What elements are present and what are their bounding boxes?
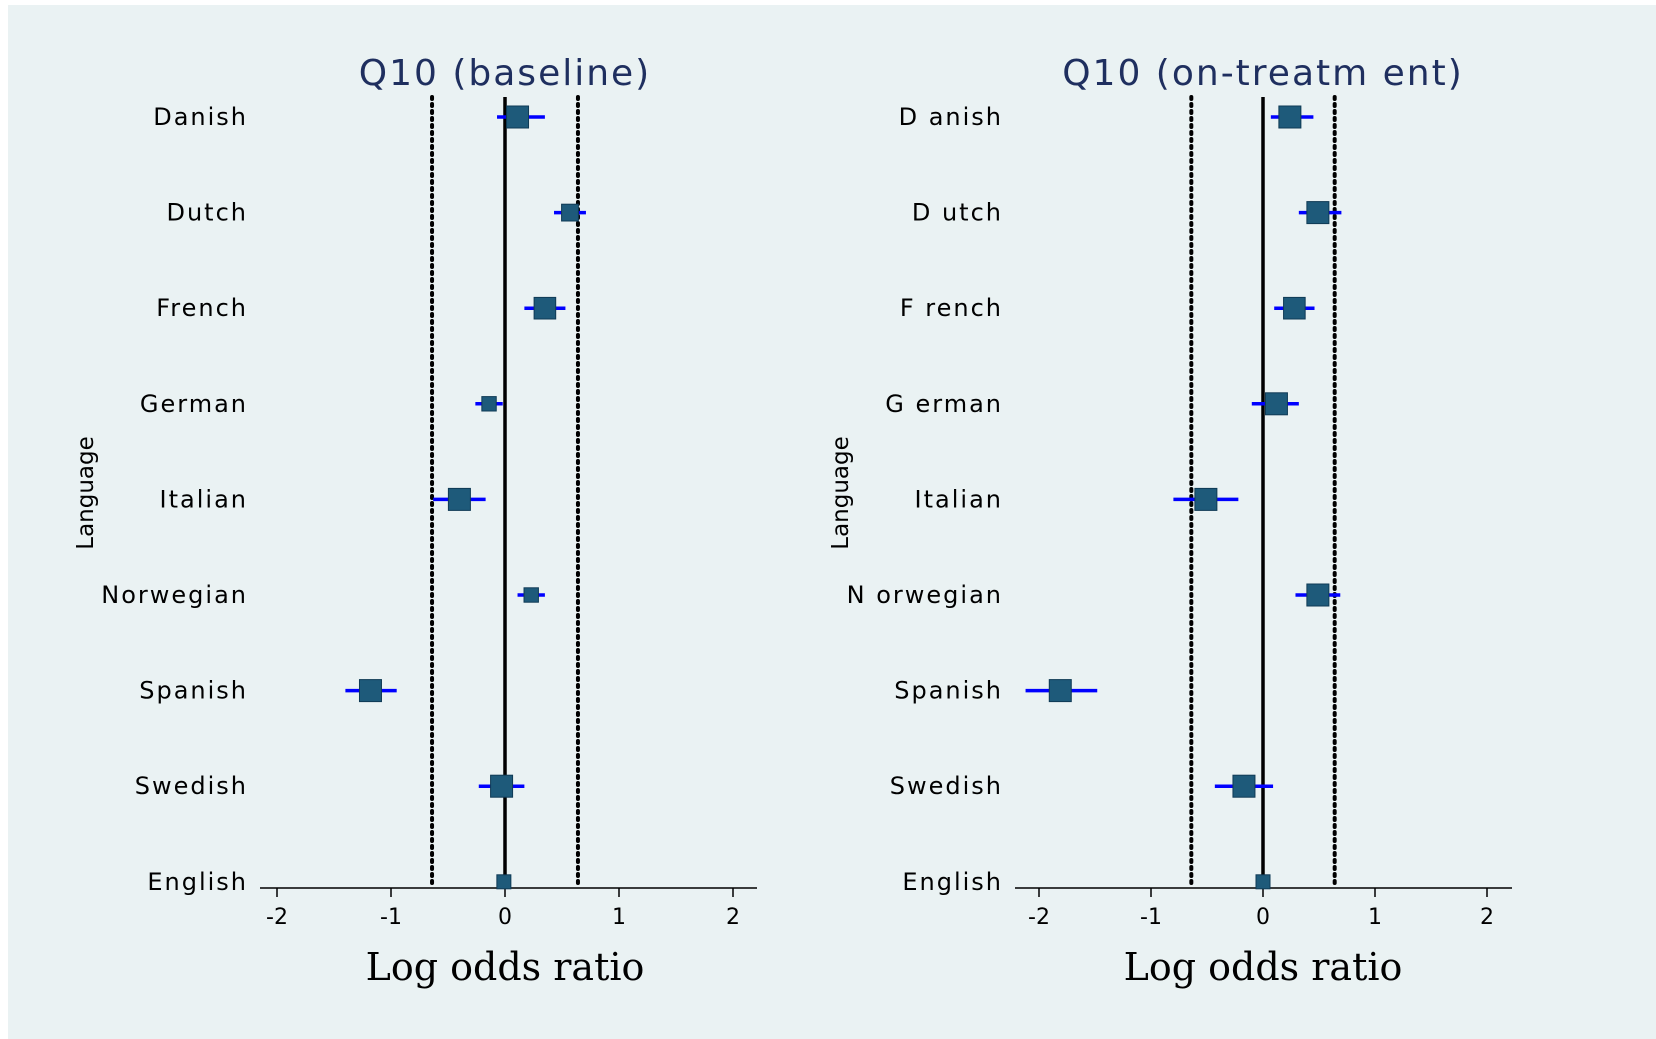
point-estimate-marker: [1255, 874, 1271, 890]
category-label: Italian: [160, 485, 248, 513]
point-estimate-marker: [481, 396, 497, 412]
forest-panel-1: Q10 (baseline) -2 -1 0 1 2 Log odds ratio Langu…: [73, 53, 757, 989]
x-tick-label: 2: [1480, 905, 1494, 930]
point-estimate-marker: [1048, 679, 1072, 703]
point-estimate-marker: [1194, 487, 1218, 511]
x-axis-label: Log odds ratio: [366, 945, 645, 989]
x-tick-label: -1: [380, 905, 402, 930]
point-estimate-marker: [447, 487, 471, 511]
category-label: Italian: [915, 485, 1003, 513]
x-tick-label: -2: [266, 905, 288, 930]
category-label: Swedish: [135, 772, 248, 800]
point-estimate-marker: [1306, 201, 1330, 225]
category-label: French: [156, 294, 248, 322]
x-tick-label: 1: [1368, 905, 1382, 930]
category-label: F rench: [900, 294, 1003, 322]
x-tick-label: 1: [612, 905, 626, 930]
point-estimate-marker: [1232, 774, 1256, 798]
category-label: N orwegian: [847, 581, 1003, 609]
category-label: D anish: [899, 103, 1003, 131]
x-tick-label: 0: [1256, 905, 1270, 930]
x-tick-label: -1: [1140, 905, 1162, 930]
point-estimate-marker: [523, 587, 539, 603]
x-tick-label: 0: [498, 905, 512, 930]
point-estimate-marker: [496, 874, 512, 890]
category-label: English: [147, 868, 248, 896]
point-estimate-marker: [490, 774, 514, 798]
point-estimate-marker: [1306, 583, 1330, 607]
x-axis-label: Log odds ratio: [1124, 945, 1403, 989]
point-estimate-marker: [358, 679, 382, 703]
category-label: English: [902, 868, 1003, 896]
category-label: G erman: [885, 390, 1003, 418]
figure: Q10 (baseline) -2 -1 0 1 2 Log odds ratio Langu…: [8, 5, 1656, 1039]
chart-title: Q10 (on-treatm ent): [1062, 53, 1464, 94]
point-estimate-marker: [561, 203, 579, 222]
forest-panel-2: Q10 (on-treatm ent) -2 -1 0 1 2 Log odds ratio…: [828, 53, 1512, 989]
y-axis-label: Language: [73, 436, 99, 550]
chart-title: Q10 (baseline): [359, 53, 651, 94]
category-label: Spanish: [139, 677, 248, 705]
y-axis-label: Language: [828, 436, 854, 550]
category-label: German: [140, 390, 248, 418]
forest-plot-figure: Q10 (baseline) -2 -1 0 1 2 Log odds ratio Langu…: [73, 53, 1512, 989]
category-label: Dutch: [166, 199, 248, 227]
category-label: D utch: [912, 199, 1003, 227]
x-tick-label: 2: [726, 905, 740, 930]
point-estimate-marker: [506, 105, 530, 129]
category-label: Swedish: [890, 772, 1003, 800]
x-tick-label: -2: [1028, 905, 1050, 930]
point-estimate-marker: [533, 296, 557, 320]
category-label: Danish: [153, 103, 248, 131]
category-label: Norwegian: [101, 581, 248, 609]
point-estimate-marker: [1283, 296, 1306, 320]
point-estimate-marker: [1278, 105, 1302, 129]
point-estimate-marker: [1264, 392, 1288, 416]
category-label: Spanish: [894, 677, 1003, 705]
